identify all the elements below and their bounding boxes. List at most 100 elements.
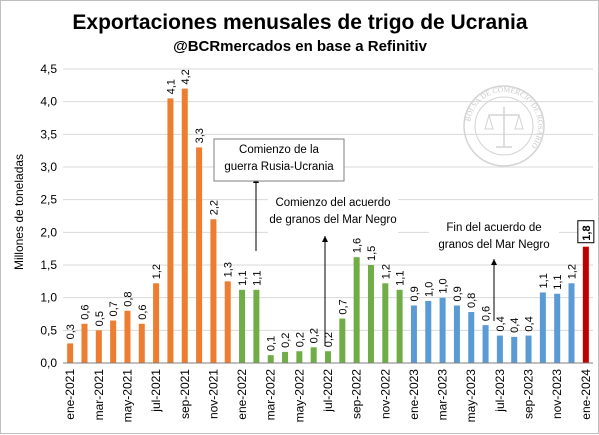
- y-tick-label: 3,5: [40, 127, 57, 141]
- highlight-label-box: [577, 220, 595, 244]
- y-tick-label: 0,5: [40, 323, 57, 337]
- data-label: 1,2: [380, 264, 392, 279]
- data-label: 1,3: [223, 262, 235, 277]
- chart-title: Exportaciones menusales de trigo de Ucra…: [72, 11, 527, 34]
- y-tick-label: 2,5: [40, 193, 57, 207]
- data-labels: 0,30,6 0,50,70,80,61,24,14,23,32,21,31,1 1…: [65, 69, 595, 351]
- bar-mar-2022: [267, 355, 274, 363]
- bar-ago-2021: [167, 98, 174, 364]
- bar-sep-2021: [181, 88, 188, 363]
- annotation-2: Comienzo del acuerdo de granos del Mar Ne…: [268, 192, 398, 346]
- data-label: 0,3: [65, 324, 77, 339]
- data-label: 1,1: [395, 271, 407, 286]
- bar-ene-2021: [67, 343, 74, 363]
- bar-nov-2023: [554, 293, 561, 363]
- bar-jul-2022: [324, 351, 332, 363]
- x-tick-label: mar-2022: [264, 369, 278, 421]
- y-axis-label: Millones de toneladas: [12, 154, 26, 270]
- data-label: 1,1: [237, 271, 249, 286]
- bar-feb-2023: [425, 300, 432, 363]
- bar-jun-2023: [482, 325, 489, 363]
- data-label: 4,2: [180, 69, 192, 84]
- x-tick-label: ene-2022: [235, 369, 249, 420]
- bar-ago-2022: [339, 318, 346, 363]
- x-tick-label: may-2022: [292, 369, 306, 423]
- data-label: 0,5: [94, 311, 106, 326]
- x-tick-label: jul-2022: [321, 369, 335, 413]
- x-tick-label: sep-2023: [522, 369, 536, 419]
- bars: [67, 88, 589, 364]
- y-axis-ticks: 0,0 0,5 1,0 1,5 2,0 2,5 3,0 3,5 4,0 4,5: [40, 62, 57, 370]
- data-label: 0,4: [495, 316, 507, 331]
- data-label: 1,1: [552, 274, 564, 289]
- y-tick-label: 4,5: [40, 62, 57, 76]
- x-axis-ticks: ene-2021 mar-2021 may-2021 jul-2021 sep-2021…: [63, 369, 593, 423]
- data-label: 0,7: [337, 299, 349, 314]
- annotation-box: [213, 138, 345, 182]
- data-label: 0,6: [79, 305, 91, 320]
- x-tick-label: ene-2021: [63, 369, 77, 420]
- annotation-box: [268, 192, 398, 234]
- x-tick-label: sep-2022: [350, 369, 364, 419]
- x-tick-label: jul-2023: [493, 369, 507, 413]
- data-label: 0,2: [280, 333, 292, 348]
- data-label: 1,2: [151, 264, 163, 279]
- data-label: 0,9: [452, 286, 464, 301]
- bar-mar-2023: [439, 297, 446, 363]
- bar-jun-2021: [138, 323, 145, 363]
- bar-jul-2023: [496, 335, 503, 363]
- bar-ene-2022: [239, 289, 246, 363]
- x-tick-label: ene-2023: [407, 369, 421, 420]
- bar-may-2023: [468, 312, 475, 363]
- x-tick-label: nov-2021: [206, 369, 220, 419]
- data-label: 1,6: [352, 238, 364, 253]
- data-label: 0,9: [409, 286, 421, 301]
- x-tick-label: may-2021: [120, 369, 134, 423]
- data-label: 1,0: [423, 282, 435, 297]
- bar-oct-2021: [196, 147, 203, 363]
- data-label: 1,2: [567, 264, 579, 279]
- bar-abr-2023: [453, 305, 460, 363]
- bar-ago-2023: [511, 336, 518, 363]
- annotation-text: de granos del Mar Negro: [269, 214, 396, 226]
- annotation-arrowhead: [491, 259, 497, 265]
- x-tick-label: jul-2021: [149, 369, 163, 413]
- bar-dic-2023: [568, 283, 575, 363]
- annotation-text: Comienzo del acuerdo: [275, 197, 390, 209]
- x-tick-label: may-2023: [464, 369, 478, 423]
- annotation-3: Fin del acuerdo de granos del Mar Negro: [429, 217, 559, 321]
- y-tick-label: 3,0: [40, 160, 57, 174]
- data-label: 1,8: [581, 225, 593, 240]
- bar-abr-2021: [110, 320, 117, 363]
- x-tick-label: sep-2021: [178, 369, 192, 419]
- data-label: 1,5: [366, 246, 378, 261]
- bar-may-2021: [124, 310, 131, 363]
- data-label: 0,2: [294, 332, 306, 347]
- data-label: 1,0: [438, 278, 450, 293]
- x-tick-label: ene-2024: [579, 369, 593, 420]
- y-tick-label: 4,0: [40, 95, 57, 109]
- bar-feb-2021: [81, 323, 88, 363]
- data-label: 0,7: [108, 301, 120, 316]
- bar-ene-2024: [582, 246, 589, 363]
- bar-may-2022: [296, 351, 303, 363]
- bar-ene-2023: [410, 305, 417, 363]
- data-label: 0,1: [266, 336, 278, 351]
- data-label: 0,8: [466, 293, 478, 308]
- data-label: 0,4: [524, 316, 536, 331]
- data-label: 0,6: [137, 305, 149, 320]
- x-tick-label: nov-2023: [550, 369, 564, 419]
- bar-oct-2023: [539, 292, 546, 363]
- bar-dic-2021: [224, 281, 231, 363]
- bar-mar-2021: [95, 330, 102, 363]
- bar-abr-2022: [282, 351, 289, 363]
- data-label: 0,4: [509, 318, 521, 333]
- annotation-1: Comienzo de la guerra Rusia-Ucrania: [213, 138, 345, 251]
- bar-dic-2022: [396, 289, 403, 363]
- bar-oct-2022: [367, 265, 374, 363]
- chart-subtitle: @BCRmercados en base a Refinitiv: [173, 38, 428, 55]
- data-label: 3,3: [194, 128, 206, 143]
- data-label: 0,8: [122, 291, 134, 306]
